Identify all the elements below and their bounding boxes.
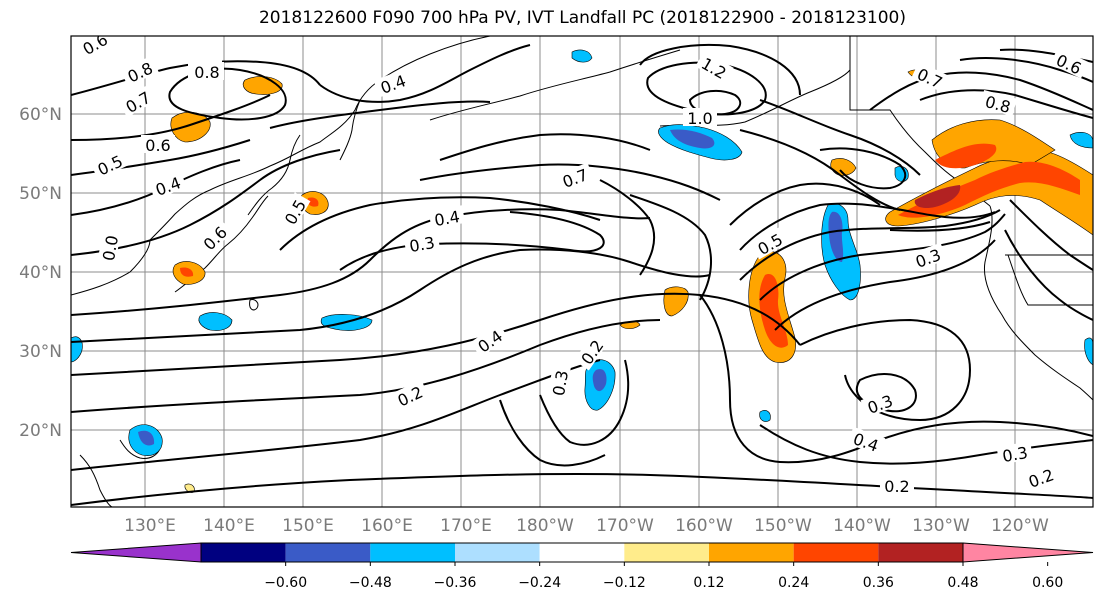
longitude-label: 170°E: [440, 516, 492, 536]
contour-label-bg: [574, 332, 609, 371]
contour-label-bg: [996, 441, 1034, 465]
contour-label-bg: [911, 61, 950, 93]
contour-label: 0.3: [547, 364, 572, 402]
contour-label-bg: [908, 242, 947, 272]
contour-label-text: 0.2: [884, 477, 909, 496]
contour-label-bg: [195, 218, 233, 256]
colorbar-segment: [709, 543, 794, 562]
longitude-label: 120°W: [991, 516, 1049, 536]
longitude-label: 160°W: [675, 516, 733, 536]
latitude-label: 60°N: [19, 105, 62, 125]
colorbar-tick-label: −0.12: [603, 575, 646, 591]
contour-label: 0.3: [403, 231, 441, 256]
colorbar: −0.60 −0.48 −0.36 −0.24 −0.12 0.12 0.24 0.36 0.4…: [70, 542, 1094, 591]
colorbar-segment: [793, 543, 879, 562]
contour-label-bg: [470, 323, 509, 358]
contour-label-bg: [190, 62, 224, 80]
longitude-label: 140°E: [203, 516, 255, 536]
colorbar-tick-label: 0.24: [778, 575, 809, 591]
longitude-label: 170°W: [596, 516, 654, 536]
colorbar-segment: [624, 543, 709, 562]
colorbar-tick-label: 0.60: [1032, 575, 1063, 591]
contour-label-bg: [1021, 462, 1060, 492]
colorbar-tick-label: 0.36: [863, 575, 894, 591]
longitude-label: 150°E: [282, 516, 334, 536]
colorbar-tick-label: −0.48: [349, 575, 392, 591]
contour-label-bg: [403, 231, 441, 255]
contour-label-bg: [97, 229, 121, 267]
colorbar-segment: [285, 543, 371, 562]
colorbar-segment: [878, 543, 963, 562]
contour-label-bg: [860, 388, 899, 418]
contour-label-bg: [390, 379, 429, 411]
contour-label: 0.2: [880, 476, 914, 496]
contour-label-bg: [373, 68, 412, 98]
longitude-labels: 130°E 140°E 150°E 160°E 170°E 180°W 170°W 160°W…: [124, 516, 1049, 536]
contour-label-bg: [979, 89, 1018, 117]
colorbar-segment: [539, 543, 625, 562]
contour-label-bg: [277, 192, 311, 231]
colorbar-segment: [455, 543, 540, 562]
contour-label-text: 0.8: [194, 63, 219, 82]
colorbar-segment: [370, 543, 455, 562]
contour-label-text: 0.3: [408, 233, 436, 256]
longitude-label: 130°E: [124, 516, 176, 536]
contour-label: 0.6: [195, 218, 233, 256]
latitude-labels: 60°N 50°N 40°N 30°N 20°N: [19, 105, 62, 441]
contour-label-bg: [120, 55, 159, 87]
plot-area: 0.60.80.60.70.60.50.40.40.50.60.00.40.30…: [71, 36, 1093, 507]
contour-label-bg: [428, 205, 466, 229]
contour-label-bg: [847, 426, 886, 456]
colorbar-segment: [201, 543, 286, 562]
contour-label-bg: [90, 148, 129, 180]
contour-label-bg: [555, 162, 594, 192]
contour-label-bg: [880, 476, 914, 494]
latitude-label: 20°N: [19, 421, 62, 441]
contour-label-text: 0.6: [145, 136, 170, 155]
contour-label: 0.4: [428, 205, 466, 230]
contour-label: 0.0: [97, 229, 122, 267]
plot-frame: [70, 35, 1094, 508]
longitude-label: 180°W: [516, 516, 574, 536]
colorbar-tick-label: −0.36: [434, 575, 477, 591]
contour-label: 0.3: [996, 441, 1034, 466]
contour-label-bg: [683, 108, 717, 126]
contour-label-text: 0.0: [99, 234, 122, 262]
contour-label-bg: [118, 84, 157, 118]
colorbar-extend-high: [962, 542, 1094, 563]
contour-label-text: 1.0: [687, 109, 712, 128]
colorbar-tick-label: −0.60: [264, 575, 307, 591]
colorbar-tick-label: 0.12: [693, 575, 724, 591]
contour-label-bg: [1050, 47, 1089, 79]
contour-label: 0.6: [141, 135, 175, 155]
latitude-label: 50°N: [19, 184, 62, 204]
contour-label-bg: [547, 364, 571, 402]
latitude-label: 40°N: [19, 263, 62, 283]
contour-label-bg: [695, 50, 734, 84]
map-title: 2018122600 F090 700 hPa PV, IVT Landfall…: [258, 8, 906, 28]
contour-label: 0.8: [190, 62, 224, 82]
longitude-label: 140°W: [833, 516, 891, 536]
longitude-label: 160°E: [361, 516, 413, 536]
contour-label-text: 0.4: [433, 207, 461, 230]
contour-label-text: 0.3: [549, 369, 572, 397]
contour-label-text: 0.3: [1001, 443, 1029, 466]
colorbar-frame: [200, 542, 964, 563]
longitude-label: 150°W: [754, 516, 812, 536]
contour-label: 1.0: [683, 108, 717, 128]
longitude-label: 130°W: [912, 516, 970, 536]
colorbar-extend-low: [70, 542, 202, 563]
contour-label-bg: [141, 135, 175, 153]
colorbar-tick-label: 0.48: [947, 575, 978, 591]
contour-label-bg: [750, 226, 789, 260]
contour-label-bg: [75, 36, 114, 60]
latitude-label: 30°N: [19, 342, 62, 362]
contour-label-bg: [148, 170, 187, 200]
colorbar-tick-label: −0.24: [518, 575, 561, 591]
